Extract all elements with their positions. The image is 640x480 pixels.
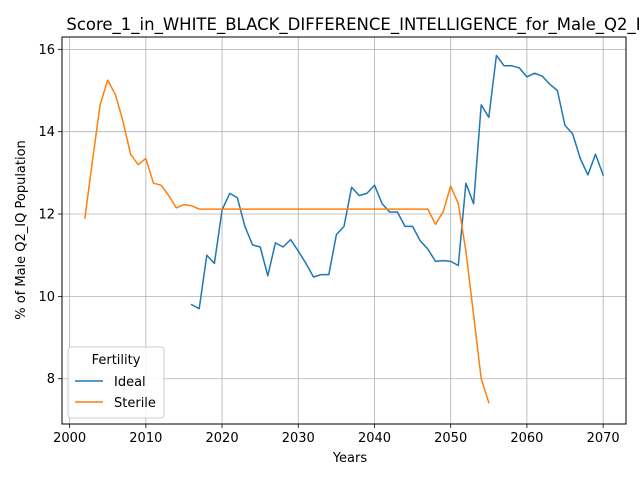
legend-label-ideal: Ideal xyxy=(114,375,146,390)
y-axis-label: % of Male Q2_IQ Population xyxy=(14,140,29,320)
x-tick-label: 2020 xyxy=(206,431,239,446)
x-tick-label: 2000 xyxy=(53,431,86,446)
series-line-ideal xyxy=(192,56,603,309)
x-tick-label: 2030 xyxy=(282,431,315,446)
legend: Fertility Ideal Sterile xyxy=(68,347,164,418)
x-tick-label: 2050 xyxy=(434,431,467,446)
x-tick-label: 2070 xyxy=(587,431,620,446)
x-tick-label: 2040 xyxy=(358,431,391,446)
chart-title: Score_1_in_WHITE_BLACK_DIFFERENCE_INTELL… xyxy=(66,15,640,35)
x-axis-label: Years xyxy=(332,451,368,466)
x-tick-label: 2060 xyxy=(510,431,543,446)
y-tick-label: 16 xyxy=(38,43,55,58)
legend-title: Fertility xyxy=(92,353,141,368)
y-tick-label: 12 xyxy=(38,208,55,223)
x-tick-label: 2010 xyxy=(129,431,162,446)
y-tick-label: 8 xyxy=(47,372,55,387)
y-tick-label: 14 xyxy=(38,125,55,140)
y-tick-label: 10 xyxy=(38,290,55,305)
legend-label-sterile: Sterile xyxy=(114,396,156,411)
